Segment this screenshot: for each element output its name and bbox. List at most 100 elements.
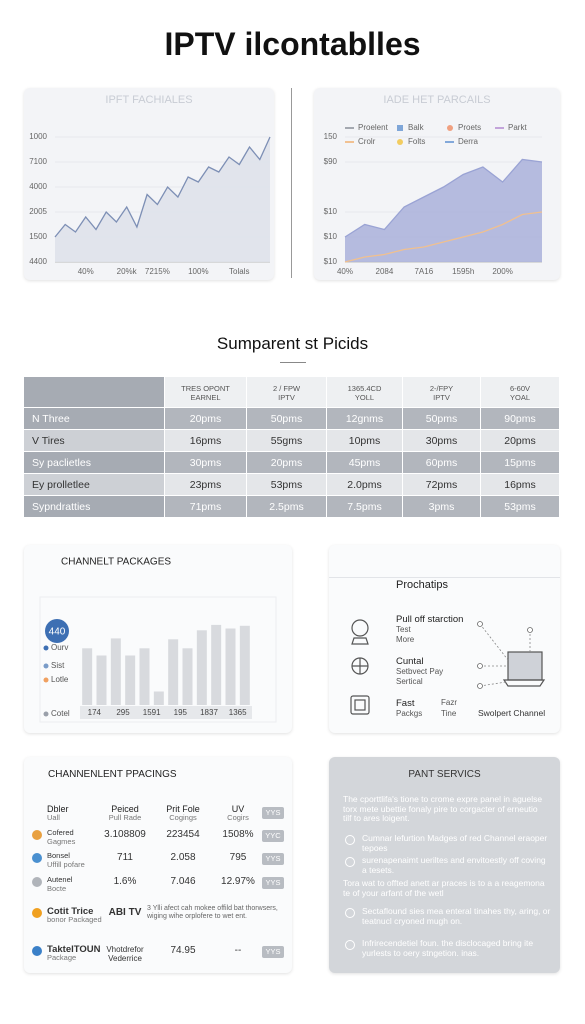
row-cell: 2.058 xyxy=(170,852,196,863)
row-cell: 223454 xyxy=(166,829,200,840)
cell-text: N Three xyxy=(32,413,70,425)
cell-text: 23pms xyxy=(189,479,222,491)
cell-text: 2.5pms xyxy=(269,501,304,513)
x-tick-label: 1595h xyxy=(452,267,474,276)
legend-marker xyxy=(397,125,403,131)
x-tick-label: 195 xyxy=(174,708,188,717)
cell-text: 90pms xyxy=(504,413,536,425)
bar xyxy=(168,639,179,705)
bar xyxy=(82,648,93,705)
underline xyxy=(280,362,306,363)
table-cell: 30pms xyxy=(165,452,247,474)
row-cell: ABI TV xyxy=(108,907,142,918)
header-text: Uall xyxy=(47,813,60,822)
table-cell: 50pms xyxy=(403,408,481,430)
header-text: Peiced xyxy=(111,804,139,814)
header-text: 6-60V xyxy=(509,384,530,393)
cell-text: 50pms xyxy=(270,413,303,425)
cell-text: 50pms xyxy=(425,413,458,425)
row-name: bonor Packaged xyxy=(47,915,102,924)
bar xyxy=(153,691,164,705)
cell-text: 10pms xyxy=(348,435,381,447)
row-name: Package xyxy=(47,953,77,962)
table-cell: 16pms xyxy=(165,430,247,452)
service-text: Cumnar lefurtion Madges of red Channel e… xyxy=(362,833,548,853)
table-cell: 60pms xyxy=(403,452,481,474)
service-text: Sectaflound sies mea enteral tinahes thy… xyxy=(362,906,551,926)
y-tick-label: 7100 xyxy=(29,157,47,166)
row-icon xyxy=(32,877,42,887)
x-tick-label: 20%k xyxy=(117,267,138,276)
chart-title: IADE HET PARCAILS xyxy=(383,94,490,106)
table-cell: 2.0pms xyxy=(327,474,403,496)
table-cell: 45pms xyxy=(327,452,403,474)
row-name: Cotit Trice xyxy=(47,906,94,917)
cell-text: V Tires xyxy=(32,435,65,447)
legend-marker xyxy=(447,125,453,131)
legend-label: Lotle xyxy=(51,675,69,684)
service-text: Infrirecendetiel foun. the disclocaged b… xyxy=(362,938,534,958)
header-text: 1365.4CD xyxy=(347,384,382,393)
badge: YYS xyxy=(262,877,284,889)
cell-text: 16pms xyxy=(189,435,222,447)
header-cell: 2-/FPY IPTV xyxy=(403,377,481,408)
header-text: EARNEL xyxy=(190,393,221,402)
cell-text: 71pms xyxy=(189,501,222,513)
table-cell: 15pms xyxy=(481,452,560,474)
row-cell: Vederrice xyxy=(108,954,142,963)
table-cell: Sy paclietles xyxy=(24,452,165,474)
bar xyxy=(239,625,250,705)
badge: YYS xyxy=(262,853,284,865)
table-cell: 90pms xyxy=(481,408,560,430)
y-tick-label: 4400 xyxy=(29,257,47,266)
row-cell: 7.046 xyxy=(170,876,196,887)
service-text: Tora wat to offted anett ar praces is to… xyxy=(343,878,545,898)
service-text: surenapenaimt ueriltes and envitoestly o… xyxy=(362,855,546,875)
y-tick-label: $90 xyxy=(324,157,338,166)
table-cell: 55gms xyxy=(247,430,327,452)
legend-marker xyxy=(43,711,49,717)
service-icon xyxy=(345,940,355,950)
feature-text: Setbvect Pay xyxy=(396,666,444,676)
table-cell: 3pms xyxy=(403,496,481,518)
table-cell: V Tires xyxy=(24,430,165,452)
divider xyxy=(291,88,292,278)
feature-text: Pull off starction xyxy=(396,614,464,625)
legend-label: Derra xyxy=(458,137,479,146)
chart-title: CHANNELT PACKAGES xyxy=(61,557,171,568)
cell-text: 60pms xyxy=(425,457,458,469)
bar xyxy=(110,638,121,705)
features-card xyxy=(329,545,560,733)
chart-title: IPFT FACHIALES xyxy=(105,94,192,106)
feature-text: More xyxy=(396,635,415,644)
cell-text: 16pms xyxy=(504,479,536,491)
row-icon xyxy=(32,946,42,956)
services-title: PANT SERVICS xyxy=(408,769,481,780)
row-cell: 3 Ylli afect cah mokee offild bat thorws… xyxy=(147,905,278,920)
bar xyxy=(96,655,107,705)
row-icon xyxy=(32,908,42,918)
table-cell: 7.5pms xyxy=(327,496,403,518)
cell-text: 15pms xyxy=(504,457,536,469)
services-card xyxy=(329,757,560,973)
row-cell: 1508% xyxy=(222,829,254,840)
cell-text: 45pms xyxy=(348,457,381,469)
cell-text: Sypndratties xyxy=(32,501,91,513)
legend-label: Ourv xyxy=(51,643,68,652)
badge: YYC xyxy=(262,830,284,842)
y-tick-label: $10 xyxy=(324,232,338,241)
bar xyxy=(125,655,136,705)
table-cell: 30pms xyxy=(403,430,481,452)
header-text: 2-/FPY xyxy=(429,384,454,393)
feature-text: Cuntal xyxy=(396,656,424,667)
y-tick-label: 1000 xyxy=(29,132,47,141)
legend-marker xyxy=(43,677,49,683)
row-name: Bocte xyxy=(47,884,67,893)
cell-text: Ey prolletlee xyxy=(32,479,90,491)
row-cell: -- xyxy=(234,945,242,956)
row-cell: 12.97% xyxy=(221,876,255,887)
x-tick-label: Tolals xyxy=(229,267,249,276)
x-tick-label: 7215% xyxy=(145,267,170,276)
